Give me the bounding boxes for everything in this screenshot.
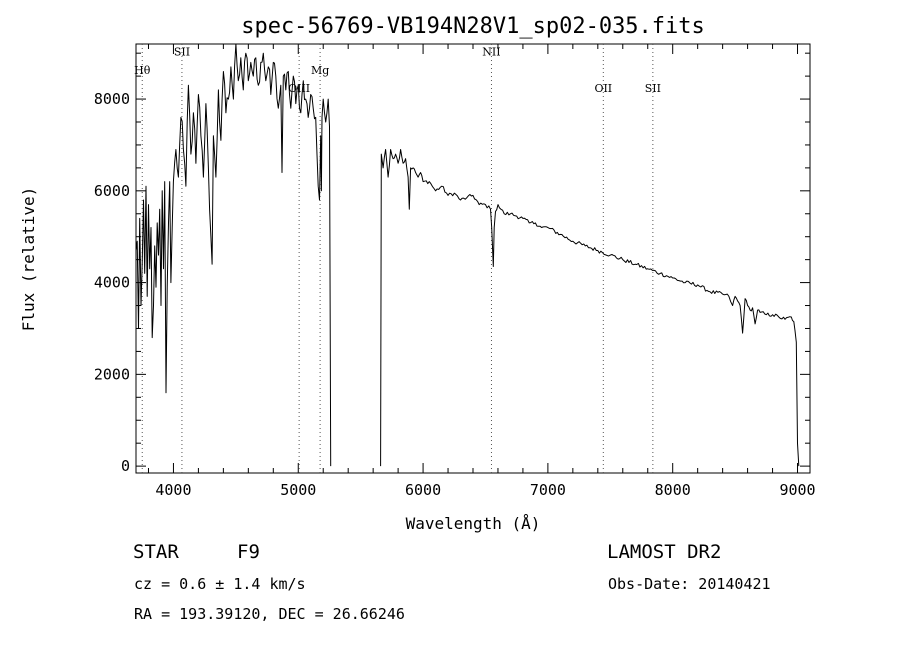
coordinates-info: RA = 193.39120, DEC = 26.66246 <box>134 605 405 623</box>
y-tick-label: 6000 <box>94 182 130 200</box>
spectrum-line <box>135 43 332 467</box>
y-axis-label: Flux (relative) <box>19 187 38 332</box>
chart-title: spec-56769-VB194N28V1_sp02-035.fits <box>241 14 705 39</box>
observation-date: Obs-Date: 20140421 <box>608 575 771 593</box>
x-axis-label: Wavelength (Å) <box>406 514 541 533</box>
line-marker-label: OIII <box>288 82 310 95</box>
x-tick-label: 8000 <box>655 481 691 499</box>
line-marker-label: SII <box>174 45 190 58</box>
y-tick-label: 2000 <box>94 365 130 383</box>
object-subclass: F9 <box>237 541 260 563</box>
y-tick-label: 8000 <box>94 90 130 108</box>
survey-name: LAMOST DR2 <box>607 541 721 563</box>
x-tick-label: 9000 <box>779 481 815 499</box>
x-tick-label: 5000 <box>280 481 316 499</box>
spectrum-line <box>380 149 800 467</box>
line-marker-label: SII <box>645 82 661 95</box>
x-tick-label: 7000 <box>530 481 566 499</box>
plot-area: 4000 5000 6000 7000 8000 9000 0 2000 4000 6000 800… <box>94 43 816 499</box>
line-marker-label: Hθ <box>134 64 151 77</box>
y-tick-label: 4000 <box>94 274 130 292</box>
redshift-info: cz = 0.6 ± 1.4 km/s <box>134 575 306 593</box>
object-class: STAR <box>133 541 179 563</box>
plot-frame <box>135 43 811 474</box>
x-tick-label: 4000 <box>155 481 191 499</box>
line-marker-label: Mg <box>311 64 329 77</box>
line-marker-label: NII <box>482 45 500 58</box>
line-marker-label: OII <box>594 82 612 95</box>
y-tick-label: 0 <box>121 457 130 475</box>
x-tick-label: 6000 <box>405 481 441 499</box>
